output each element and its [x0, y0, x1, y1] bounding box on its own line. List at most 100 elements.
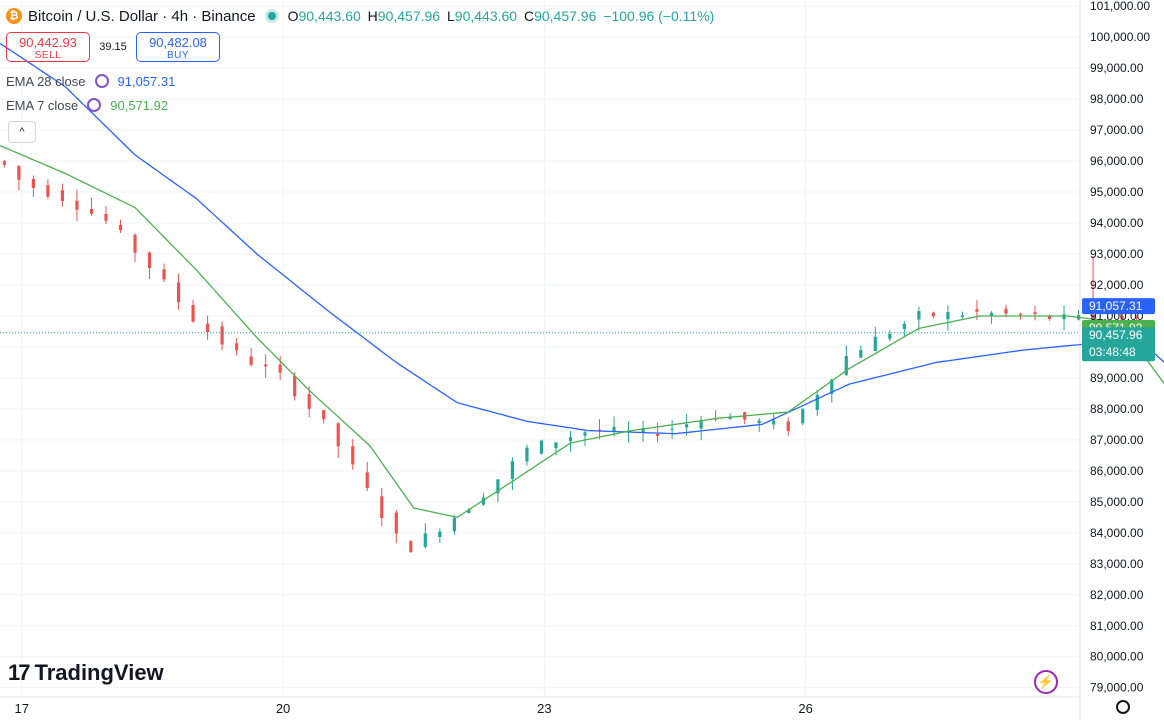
candle — [31, 175, 35, 198]
candle — [946, 305, 950, 331]
sell-button[interactable]: 90,442.93 SELL — [6, 32, 90, 62]
candle — [17, 165, 21, 191]
candle — [249, 347, 253, 367]
candle — [510, 457, 515, 490]
indicator-ema7[interactable]: EMA 7 close 90,571.92 — [6, 96, 168, 114]
candle — [423, 523, 427, 549]
y-tick-label: 93,000.00 — [1090, 247, 1144, 261]
candle — [205, 315, 210, 340]
y-tick-label: 79,000.00 — [1090, 681, 1144, 695]
x-axis-labels: 17202326Dec471013161922252820264710 — [15, 701, 813, 716]
candle — [322, 410, 326, 424]
candle — [409, 540, 413, 553]
candle — [438, 528, 442, 543]
candle — [1062, 305, 1066, 331]
y-tick-label: 85,000.00 — [1090, 495, 1144, 509]
brand-name: TradingView — [34, 660, 164, 685]
symbol-title[interactable]: Bitcoin / U.S. Dollar · 4h · Binance — [28, 7, 256, 25]
candles — [2, 159, 1153, 553]
candle — [786, 417, 790, 436]
indicator-label: EMA 7 close — [6, 97, 79, 113]
indicator-ema28[interactable]: EMA 28 close 91,057.31 — [6, 72, 175, 90]
candle — [525, 444, 529, 466]
sell-label: SELL — [34, 50, 62, 61]
candle — [597, 419, 602, 440]
candle — [118, 219, 123, 233]
candle — [1033, 306, 1037, 321]
refresh-icon[interactable] — [87, 98, 102, 112]
x-tick-label: 26 — [798, 701, 812, 716]
ema28-price-badge: 91,057.31 — [1082, 298, 1155, 315]
candle — [917, 306, 921, 331]
indicator-value: 90,571.92 — [110, 97, 169, 113]
y-tick-label: 86,000.00 — [1090, 464, 1144, 478]
candle — [568, 430, 573, 452]
x-tick-label: 23 — [537, 701, 551, 716]
candle — [989, 311, 994, 324]
svg-text:90,457.96: 90,457.96 — [1089, 328, 1143, 342]
candle — [351, 439, 355, 470]
candle — [293, 372, 297, 401]
settings-gear-icon[interactable] — [1116, 700, 1130, 714]
svg-text:91,057.31: 91,057.31 — [1089, 299, 1143, 313]
candle — [481, 492, 485, 506]
indicator-label: EMA 28 close — [6, 73, 86, 89]
y-tick-label: 100,000.00 — [1090, 30, 1150, 44]
candle — [873, 326, 877, 352]
y-tick-label: 82,000.00 — [1090, 588, 1144, 602]
spark-icon[interactable]: ⚡ — [1034, 670, 1058, 694]
y-tick-label: 83,000.00 — [1090, 557, 1144, 571]
candle — [467, 507, 471, 514]
candle — [264, 354, 268, 378]
tradingview-mark-icon: 17 — [8, 660, 31, 685]
candle — [365, 461, 369, 492]
y-tick-label: 99,000.00 — [1090, 61, 1144, 75]
candle — [235, 337, 239, 356]
candle — [815, 390, 819, 416]
y-tick-label: 81,000.00 — [1090, 619, 1144, 633]
tradingview-logo: 17 TradingView — [8, 660, 164, 686]
ema7-line — [0, 145, 1164, 518]
candle — [191, 299, 195, 323]
buy-price: 90,482.08 — [149, 35, 207, 50]
spread-value: 39.15 — [99, 41, 127, 53]
buy-button[interactable]: 90,482.08 BUY — [136, 32, 220, 62]
y-tick-label: 88,000.00 — [1090, 402, 1144, 416]
y-tick-label: 98,000.00 — [1090, 92, 1144, 106]
candle — [336, 422, 340, 458]
candle — [452, 515, 456, 535]
candle — [89, 197, 94, 216]
y-tick-label: 92,000.00 — [1090, 278, 1144, 292]
y-tick-label: 101,000.00 — [1090, 0, 1150, 13]
y-tick-label: 97,000.00 — [1090, 123, 1144, 137]
sell-price: 90,442.93 — [19, 35, 77, 50]
candle — [772, 413, 776, 430]
candle — [176, 273, 181, 310]
y-tick-label: 96,000.00 — [1090, 154, 1144, 168]
y-tick-label: 94,000.00 — [1090, 216, 1144, 230]
collapse-legend-button[interactable]: ^ — [8, 121, 36, 143]
candle — [278, 355, 282, 381]
candle — [931, 311, 935, 319]
y-tick-label: 87,000.00 — [1090, 433, 1144, 447]
candle — [714, 410, 718, 422]
candle — [583, 430, 587, 447]
candle — [60, 183, 65, 207]
ohlc-values: O90,443.60 H90,457.96 L90,443.60 C90,457… — [287, 8, 715, 24]
indicator-value: 91,057.31 — [117, 73, 176, 89]
price-change: −100.96 (−0.11%) — [603, 8, 715, 24]
refresh-icon[interactable] — [94, 74, 109, 88]
candle — [307, 386, 311, 418]
bitcoin-icon: ₿ — [6, 8, 22, 24]
x-tick-label: 20 — [276, 701, 290, 716]
svg-text:03:48:48: 03:48:48 — [1089, 345, 1136, 359]
x-tick-label: 17 — [15, 701, 29, 716]
candle — [728, 413, 732, 420]
candle — [670, 419, 674, 439]
candle — [960, 311, 965, 319]
candle — [830, 378, 834, 403]
candle — [641, 420, 645, 442]
candle — [162, 263, 166, 283]
candle — [902, 321, 906, 337]
